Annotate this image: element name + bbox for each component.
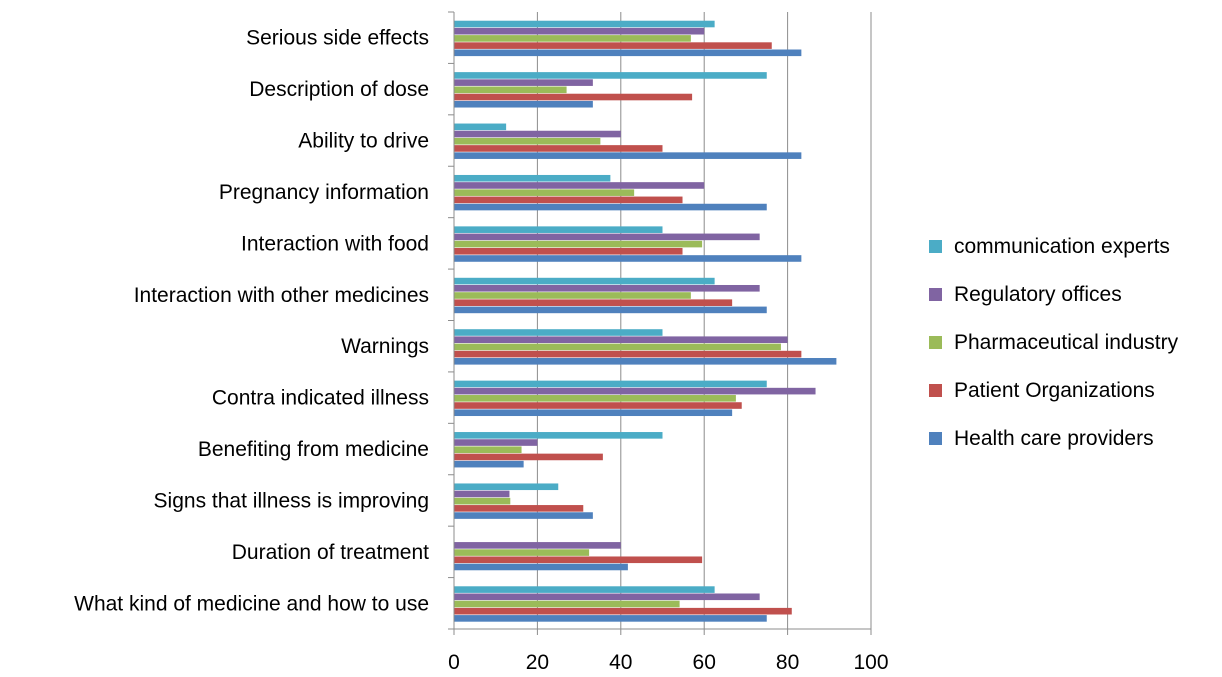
bar [454,255,802,262]
bar [454,600,680,608]
bar [454,358,837,365]
legend-swatch [929,240,942,253]
bar [454,497,511,505]
bar [454,174,611,182]
bar [454,512,593,519]
axes [448,11,872,635]
legend-label: Pharmaceutical industry [954,331,1179,354]
bar [454,145,663,152]
category-label: Signs that illness is improving [154,489,429,512]
bar [454,284,760,292]
bar [454,490,510,498]
category-label: Description of dose [249,78,429,101]
x-tick-label: 20 [526,651,549,674]
bar [454,586,715,593]
bar [454,189,635,196]
legend-swatch [929,432,942,445]
bar [454,42,772,49]
bar [454,563,628,571]
bar [454,292,691,299]
bar [454,152,802,159]
category-label: What kind of medicine and how to use [74,592,429,615]
x-tick-label: 80 [776,651,799,674]
bar [454,196,683,204]
bar [454,299,733,306]
category-label: Ability to drive [298,130,429,153]
bar [454,336,788,344]
bar [454,233,760,241]
bar [454,549,590,556]
bar [454,542,621,549]
bar [454,607,792,615]
bar [454,343,781,351]
bar [454,483,559,491]
bar [454,226,663,233]
category-label: Contra indicated illness [212,387,429,410]
bar [454,123,507,131]
bar [454,439,538,446]
bar [454,203,767,211]
bar [454,350,802,358]
legend-label: Patient Organizations [954,379,1155,402]
bar [454,86,567,94]
bar [454,432,663,439]
bar [454,79,593,86]
bar [454,409,733,417]
bar [454,93,693,101]
bar [454,306,767,314]
bar [454,277,715,285]
bar [454,240,703,248]
bar [454,387,816,395]
category-label: Serious side effects [246,27,429,50]
category-label: Interaction with food [241,232,429,255]
bar [454,505,584,512]
x-tick-label: 0 [448,651,460,674]
x-tick-label: 40 [609,651,632,674]
legend-swatch [929,384,942,397]
bar [454,27,705,35]
bar [454,130,621,138]
bar [454,20,715,28]
bar [454,137,601,145]
bars [454,20,837,622]
legend: communication experts Regulatory offices P… [929,235,1179,450]
bar [454,556,703,564]
legend-label: communication experts [954,235,1170,258]
gridlines [536,12,872,629]
bar [454,402,742,409]
bar [454,49,802,57]
bar [454,380,767,388]
x-tick-label: 100 [853,651,888,674]
category-label: Interaction with other medicines [134,284,429,307]
category-labels: Serious side effects Description of dose A… [74,27,429,616]
bar [454,395,736,402]
legend-label: Health care providers [954,427,1154,450]
category-label: Duration of treatment [232,541,429,564]
bar [454,182,705,189]
bar [454,453,603,461]
x-tick-labels: 0 20 40 60 80 100 [448,651,888,674]
bar [454,329,663,336]
bar [454,247,683,255]
legend-label: Regulatory offices [954,283,1122,306]
bar [454,460,524,468]
legend-swatch [929,288,942,301]
legend-swatch [929,336,942,349]
category-label: Pregnancy information [219,181,429,204]
category-label: Benefiting from medicine [198,438,429,461]
bar [454,446,522,454]
category-label: Warnings [341,335,429,358]
x-tick-label: 60 [693,651,716,674]
bar [454,615,767,622]
bar [454,72,767,79]
bar [454,100,593,108]
bar [454,35,691,42]
bar [454,593,760,601]
